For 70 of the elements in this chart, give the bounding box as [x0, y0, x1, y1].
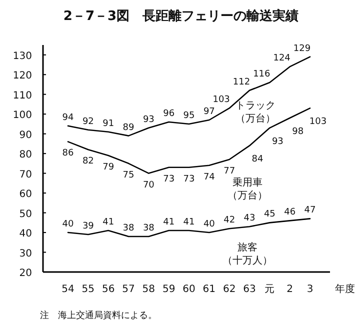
data-label: 82: [82, 156, 94, 167]
y-tick-label: 80: [19, 150, 32, 161]
x-tick-label: 57: [122, 284, 135, 295]
x-tick-label: 55: [82, 284, 95, 295]
data-label: 103: [212, 95, 230, 106]
data-label: 116: [253, 70, 271, 80]
y-tick-label: 70: [19, 169, 32, 180]
data-label: 75: [122, 170, 134, 180]
data-label: 96: [163, 108, 175, 119]
data-label: 77: [224, 166, 236, 176]
data-label: 73: [183, 174, 195, 184]
data-label: 46: [284, 208, 296, 218]
text: 注 海上交通局資料による。: [40, 310, 157, 321]
data-label: 41: [163, 218, 175, 228]
data-label: 93: [142, 114, 154, 125]
data-label: 38: [122, 223, 134, 234]
data-label: 94: [62, 112, 74, 123]
y-tick-label: 120: [12, 70, 32, 82]
x-tick-label: 56: [102, 284, 115, 295]
x-tick-label: 58: [142, 284, 156, 295]
data-label: 97: [203, 107, 215, 118]
y-tick-label: 110: [12, 90, 32, 102]
data-label: 89: [122, 122, 134, 133]
chart-title: 2－7－3図 長距離フェリーの輸送実績: [63, 8, 299, 24]
data-label: 98: [292, 127, 304, 138]
data-label: 84: [252, 154, 264, 165]
x-tick-label: 元: [264, 284, 275, 295]
data-label: 38: [142, 223, 155, 234]
series-label: 旅客（十万人）: [222, 242, 272, 267]
data-label: 93: [272, 136, 284, 147]
data-label: 129: [293, 44, 311, 54]
data-label: 79: [102, 162, 114, 173]
data-label: 95: [183, 110, 195, 121]
x-tick-label: 2: [286, 284, 294, 295]
data-label: 86: [62, 148, 74, 159]
series-label: トラック（万台）: [236, 100, 276, 124]
data-label: 124: [273, 54, 291, 64]
data-label: 41: [102, 218, 114, 228]
y-tick-label: 130: [12, 50, 32, 62]
data-label: 40: [203, 220, 216, 230]
y-tick-label: 40: [19, 228, 32, 240]
data-label: 41: [183, 218, 195, 228]
y-tick-label: 90: [19, 130, 32, 141]
y-tick-label: 30: [19, 248, 32, 260]
data-label: 92: [82, 116, 94, 127]
x-tick-label: 60: [182, 284, 196, 295]
data-label: 43: [244, 214, 256, 224]
series-label: 乗用車（万台）: [227, 176, 268, 202]
y-tick-label: 20: [19, 268, 32, 279]
data-label: 70: [142, 180, 155, 190]
data-label: 45: [264, 210, 276, 220]
data-label: 47: [304, 206, 316, 216]
data-label: 91: [102, 118, 114, 129]
y-tick-label: 50: [19, 208, 32, 220]
data-label: 73: [163, 174, 175, 184]
y-tick-label: 60: [19, 189, 32, 200]
x-tick-label: 3: [306, 284, 314, 295]
data-label: 40: [62, 220, 74, 230]
y-tick-label: 100: [12, 110, 32, 122]
data-label: 42: [224, 216, 236, 226]
data-label: 103: [309, 117, 327, 128]
data-label: 112: [232, 77, 250, 88]
x-tick-label: 61: [202, 284, 216, 295]
x-tick-label: 62: [222, 284, 236, 295]
data-label: 74: [203, 172, 216, 182]
x-tick-label: 54: [62, 284, 74, 295]
x-axis-title: 年度: [335, 283, 355, 295]
data-label: 39: [82, 221, 94, 232]
x-tick-label: 63: [243, 284, 256, 295]
x-tick-label: 59: [162, 284, 176, 295]
